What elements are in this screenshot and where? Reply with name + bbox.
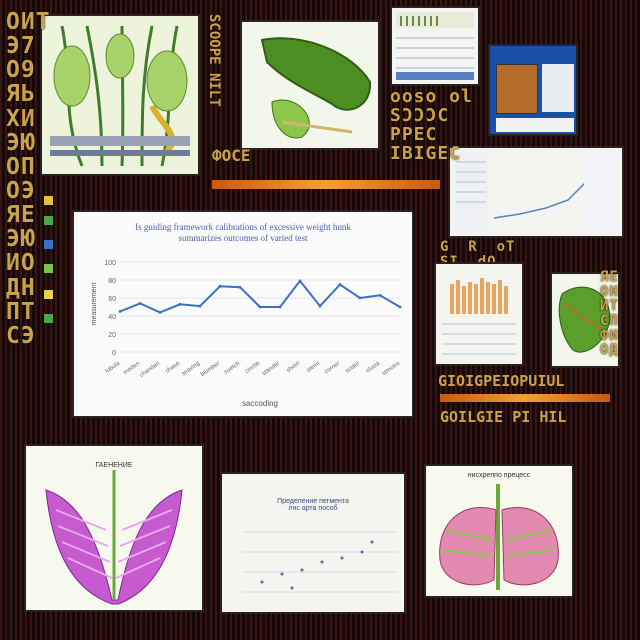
plant-diagram-icon: [42, 16, 198, 174]
y-tick-label: 20: [108, 332, 116, 339]
orange-accent-bar-bottom: [440, 394, 610, 402]
lungs-right-icon: [439, 484, 559, 590]
data-point: [358, 296, 362, 300]
leaf-illustration-panel: [240, 20, 380, 150]
data-point: [378, 293, 382, 297]
data-point: [278, 305, 282, 309]
leaf-thumbnail-icon: [558, 286, 611, 353]
chart-y-axis-label: measurement: [91, 283, 98, 326]
plant-diagram-panel: [40, 14, 200, 176]
caption-preview: [496, 118, 574, 132]
scatter-title: Пределение пегмента: [277, 498, 349, 505]
data-point: [318, 304, 322, 308]
chart-title-line1: Is guiding framework calibrations of exc…: [135, 222, 351, 232]
data-point: [238, 285, 242, 289]
bar-chart-thumbnail: [434, 262, 524, 366]
x-tick-label: chandan: [139, 361, 161, 379]
lungs-diagram-left: ГАЕНЕНИЕ: [24, 444, 204, 612]
data-point: [118, 310, 122, 313]
data-point: [258, 305, 262, 309]
data-point: [138, 302, 142, 305]
y-tick-label: 0: [112, 350, 116, 357]
main-chart-panel: Is guiding framework calibrations of exc…: [72, 210, 414, 418]
data-point: [398, 305, 402, 309]
chart-x-axis-label: saccoding: [242, 399, 278, 408]
chart-points: [118, 279, 402, 314]
right-edge-glyphs: ЯЕ ОН ИТ СП ФИ ОД: [600, 269, 619, 359]
x-tick-label: corner: [324, 361, 341, 376]
indicator-square: [44, 240, 53, 249]
indicator-square: [44, 314, 53, 323]
text-preview: [542, 64, 574, 112]
orange-accent-bar-top: [212, 180, 440, 189]
x-tick-label: stander: [261, 361, 281, 377]
small-line-chart-graphic: [454, 152, 618, 232]
x-tick-label: chase: [165, 360, 182, 374]
x-tick-label: suetch: [223, 361, 241, 376]
chart-title-line2: summarizes outcomes of varied test: [178, 232, 308, 243]
x-tick-label: seaving: [181, 361, 201, 378]
table-thumbnail: [390, 6, 480, 86]
screen-thumbnail: [488, 44, 578, 136]
chart-y-ticks: 100 80 60 40 20 0: [104, 260, 116, 357]
leaf-icon: [260, 37, 372, 139]
data-point: [338, 283, 342, 286]
x-tick-label: blumber: [200, 361, 221, 378]
y-tick-label: 100: [104, 260, 116, 267]
scatter-plot-thumbnail: Пределение пегмента лнс арта пособ: [220, 472, 406, 614]
chart-grid: [120, 261, 400, 353]
indicator-square: [44, 264, 53, 273]
scatter-subtitle: лнс арта пособ: [288, 505, 338, 512]
x-tick-label: clusia: [365, 360, 382, 374]
data-point: [178, 302, 182, 306]
y-tick-label: 80: [108, 278, 116, 285]
indicator-square: [44, 290, 53, 299]
lungs-left-title: ГАЕНЕНИЕ: [95, 462, 133, 469]
bottom-glyph-row-1: GIOIGPEIOPUIUL: [438, 372, 565, 390]
table-thumbnail-graphic: [396, 12, 474, 80]
data-point: [298, 279, 302, 283]
chart-preview: [496, 64, 538, 114]
right-glyph-top: ooso ol SƆƆƆC PPEC IBIGEC: [390, 86, 473, 164]
x-tick-label: scoler: [345, 361, 362, 375]
lungs-icon: [45, 470, 183, 605]
bar-chart-thumbnail-graphic: [442, 278, 516, 355]
x-tick-label: stmotro: [381, 360, 401, 377]
chart-title: Is guiding framework calibrations of exc…: [74, 222, 412, 244]
indicator-square: [44, 196, 53, 205]
mid-glyph-row: SCOOPE NILT: [206, 14, 222, 107]
small-glyph-label: ФОСЕ: [212, 146, 251, 165]
data-point: [218, 284, 222, 288]
leaf-thumbnail: [550, 272, 620, 368]
y-tick-label: 60: [108, 296, 116, 303]
data-point: [158, 311, 162, 314]
bottom-glyph-row-2: GOILGIE PI HIL: [440, 408, 567, 426]
x-tick-label: lobula: [105, 360, 122, 374]
y-tick-label: 40: [108, 314, 116, 321]
x-tick-label: shoirt: [286, 361, 302, 375]
indicator-square: [44, 216, 53, 225]
small-line-chart: [448, 146, 624, 238]
left-glyph-column: ОИТ Э7 О9 ЯЬ ХИ ЭЮ ОП ОЭ ЯЕ ЭЮ ИО ДН ПТ …: [6, 9, 51, 349]
lungs-diagram-right: нисхреппо прецесс: [424, 464, 574, 598]
data-point: [198, 304, 202, 308]
x-tick-label: stemt: [306, 361, 322, 375]
scatter-graphic: [242, 531, 398, 593]
lungs-right-title: нисхреппо прецесс: [467, 472, 531, 479]
x-tick-label: cinrde: [244, 360, 261, 375]
